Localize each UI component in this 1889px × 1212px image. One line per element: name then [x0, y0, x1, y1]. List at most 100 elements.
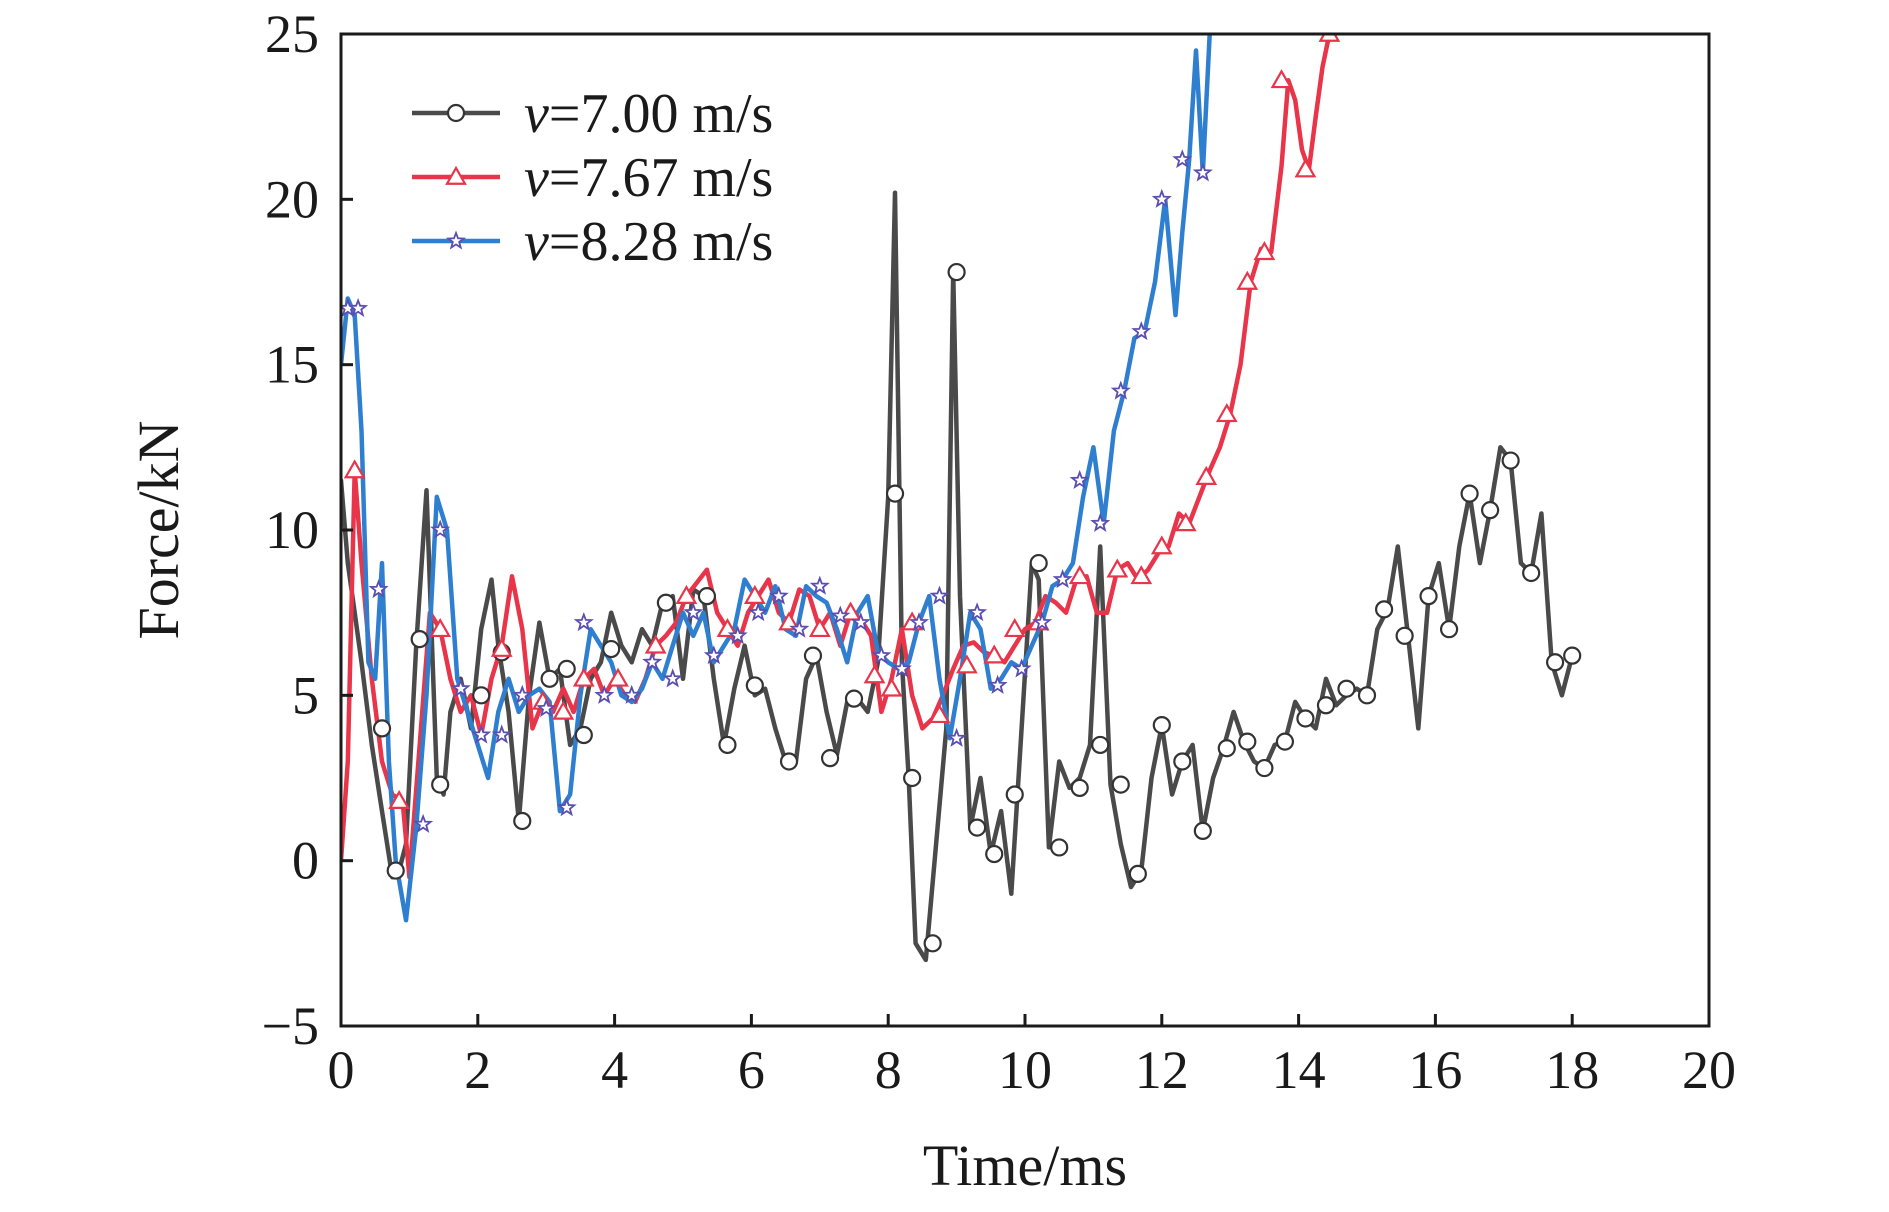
data-point-marker	[1174, 512, 1197, 532]
data-point-marker	[574, 725, 593, 745]
data-point-marker	[768, 585, 789, 605]
data-point-marker	[718, 735, 737, 755]
legend-item: v=7.00 m/s	[412, 83, 773, 145]
data-point-marker	[1070, 778, 1089, 798]
data-point-marker	[1003, 617, 1026, 638]
data-point-marker	[642, 651, 663, 671]
data-point-marker	[656, 593, 676, 612]
data-point-marker	[871, 645, 892, 665]
x-tick-label: 16	[1408, 1040, 1462, 1100]
data-point-marker	[491, 724, 512, 744]
data-point-marker	[903, 768, 922, 788]
data-point-marker	[808, 617, 831, 638]
x-tick-label: 0	[328, 1040, 355, 1100]
data-point-marker	[1029, 553, 1048, 573]
data-point-marker	[1130, 565, 1153, 585]
data-point-marker	[778, 611, 800, 631]
data-point-marker	[1522, 563, 1541, 583]
data-point-marker	[745, 676, 764, 695]
data-point-marker	[967, 602, 988, 622]
data-point-marker	[1253, 241, 1276, 261]
data-point-marker	[803, 646, 823, 665]
data-point-marker	[552, 700, 575, 720]
legend-label: v=7.67 m/s	[524, 147, 773, 209]
x-tick-label: 4	[601, 1040, 628, 1100]
data-point-marker	[880, 677, 903, 697]
y-tick-label: −5	[262, 996, 319, 1056]
data-point-marker	[743, 584, 766, 604]
data-point-marker	[556, 797, 577, 817]
data-point-marker	[445, 165, 467, 185]
data-point-marker	[1173, 752, 1192, 771]
data-point-marker	[1395, 626, 1414, 645]
data-point-marker	[928, 703, 951, 724]
data-point-marker	[1152, 715, 1171, 735]
x-axis-title: Time/ms	[923, 1133, 1127, 1198]
data-point-marker	[594, 684, 615, 704]
legend-label-value: =8.28 m/s	[549, 211, 774, 273]
x-tick-label: 20	[1682, 1040, 1736, 1100]
data-point-marker	[1357, 686, 1377, 705]
data-point-marker	[863, 664, 886, 684]
data-point-marker	[348, 297, 369, 317]
data-point-marker	[1052, 569, 1073, 589]
data-point-marker	[1296, 709, 1315, 728]
legend-label-variable: v	[524, 83, 549, 145]
data-point-marker	[1439, 620, 1459, 639]
y-axis-title: Force/kN	[126, 420, 191, 639]
data-point-marker	[1318, 34, 1341, 42]
data-point-marker	[1011, 658, 1032, 678]
data-point-marker	[1150, 535, 1173, 555]
data-point-marker	[1193, 821, 1212, 841]
data-point-marker	[716, 617, 739, 638]
data-point-marker	[445, 230, 467, 250]
data-point-marker	[1563, 646, 1582, 665]
data-point-marker	[1215, 403, 1238, 423]
data-point-marker	[1111, 775, 1130, 794]
legend-label-value: =7.67 m/s	[549, 147, 774, 209]
data-point-marker	[1275, 732, 1295, 751]
legend-label: v=8.28 m/s	[524, 211, 773, 273]
y-tick-label: 10	[265, 500, 319, 560]
data-point-marker	[908, 612, 930, 632]
data-point-marker	[1460, 484, 1479, 503]
legend-label-variable: v	[524, 147, 549, 209]
x-tick-label: 8	[875, 1040, 902, 1100]
data-point-marker	[1050, 838, 1069, 857]
data-point-marker	[644, 634, 667, 654]
data-point-marker	[987, 674, 1008, 694]
data-point-marker	[929, 585, 950, 605]
data-point-marker	[490, 637, 513, 657]
data-point-marker	[1374, 600, 1394, 619]
series-line-3	[341, 34, 1212, 923]
data-point-marker	[844, 689, 864, 708]
data-point-marker	[809, 575, 830, 595]
x-tick-label: 2	[464, 1040, 491, 1100]
data-point-marker	[697, 587, 717, 606]
data-point-marker	[513, 811, 532, 831]
data-point-marker	[372, 719, 392, 738]
data-point-marker	[779, 752, 799, 771]
data-point-marker	[1128, 864, 1147, 883]
data-point-marker	[789, 618, 810, 638]
data-point-marker	[1192, 162, 1213, 182]
data-point-marker	[1090, 512, 1111, 533]
data-point-marker	[1501, 451, 1520, 470]
data-point-marker	[830, 605, 851, 625]
data-point-marker	[1255, 758, 1274, 778]
marker-layer	[341, 34, 1582, 953]
data-point-marker	[1005, 785, 1024, 804]
data-point-marker	[748, 602, 769, 622]
data-point-marker	[536, 698, 557, 718]
x-tick-label: 12	[1135, 1040, 1189, 1100]
data-point-marker	[891, 658, 912, 678]
y-axis: −5 0 5 10 15 20 25	[262, 4, 353, 1056]
data-point-marker	[662, 668, 683, 688]
data-point-marker	[572, 667, 595, 687]
legend-item: v=8.28 m/s	[412, 211, 773, 273]
data-point-marker	[471, 724, 492, 744]
x-tick-label: 10	[998, 1040, 1052, 1100]
y-tick-label: 20	[265, 169, 319, 229]
data-point-marker	[388, 789, 411, 809]
